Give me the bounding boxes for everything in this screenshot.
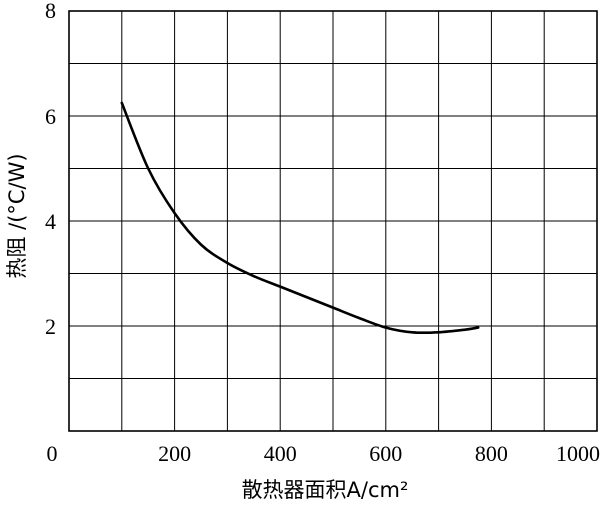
x-tick-label: 200 — [158, 441, 191, 466]
plot-frame — [68, 10, 598, 432]
series-line — [120, 101, 480, 335]
x-tick-label: 1000 — [556, 441, 600, 466]
x-tick-labels: 0 200 400 600 800 1000 — [47, 441, 601, 466]
y-tick-label: 8 — [45, 0, 56, 23]
y-tick-label: 6 — [45, 104, 56, 129]
y-axis-label: 热阻 /(°C/W) — [5, 153, 29, 278]
x-tick-label: 600 — [369, 441, 402, 466]
x-tick-label: 800 — [475, 441, 508, 466]
grid — [69, 11, 597, 431]
x-tick-label: 0 — [47, 441, 58, 466]
y-tick-label: 2 — [45, 314, 56, 339]
x-axis-label: 散热器面积A/cm² — [242, 478, 409, 502]
y-tick-label: 4 — [45, 209, 56, 234]
y-tick-labels: 2 4 6 8 — [45, 0, 56, 339]
x-tick-label: 400 — [264, 441, 297, 466]
